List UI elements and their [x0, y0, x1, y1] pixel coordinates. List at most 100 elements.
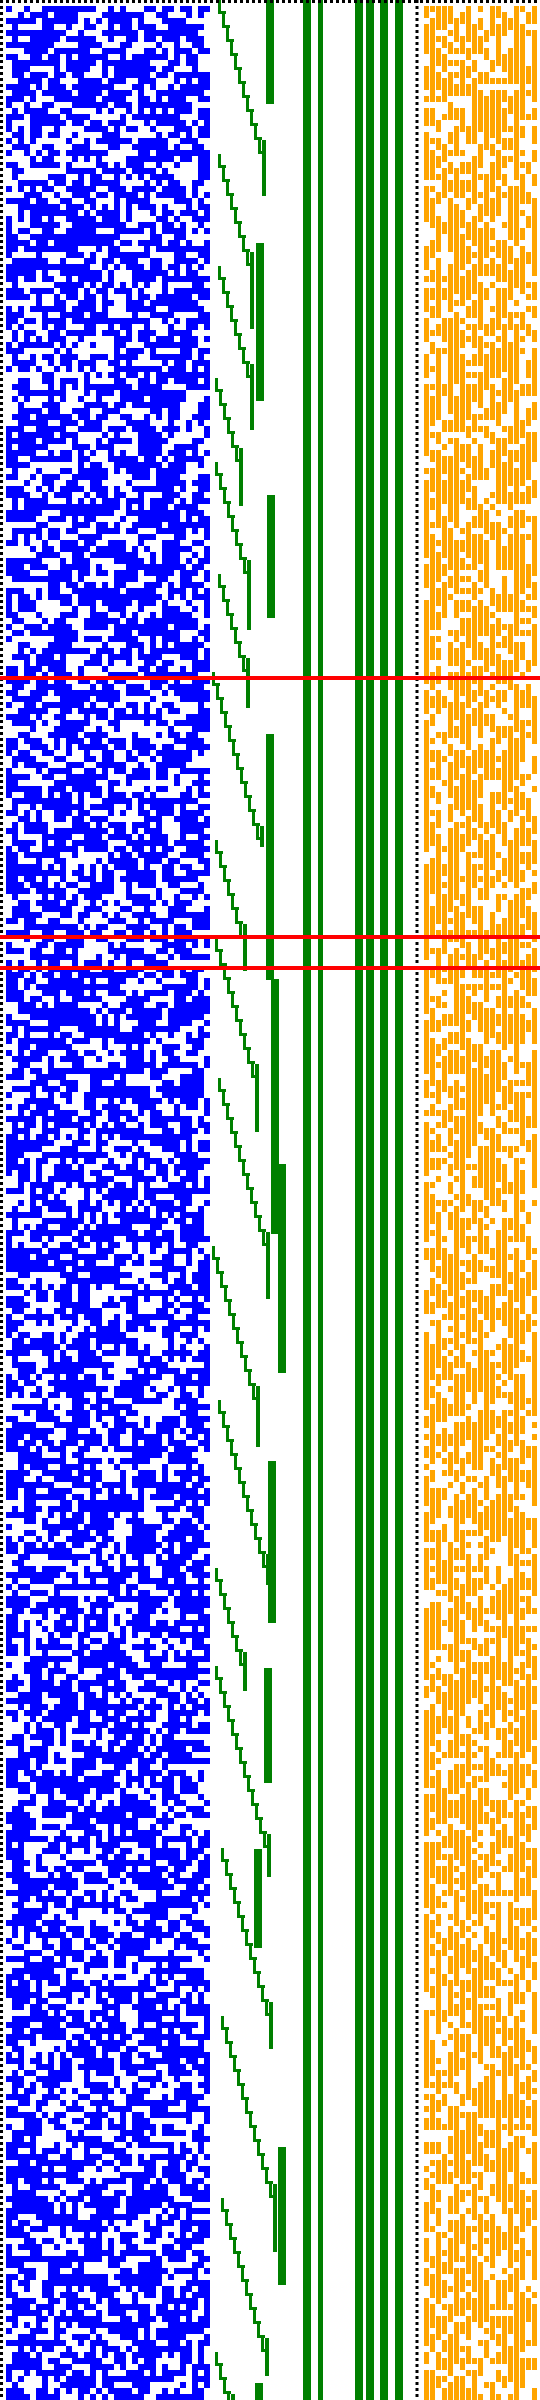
noise-cell — [174, 1170, 180, 1176]
noise-cell — [162, 138, 168, 144]
noise-cell — [90, 792, 96, 798]
noise-cell — [60, 1440, 66, 1446]
noise-cell — [156, 12, 162, 18]
noise-cell — [204, 402, 210, 408]
noise-cell — [132, 744, 138, 750]
noise-cell — [6, 1266, 12, 1272]
noise-cell — [174, 1566, 180, 1572]
noise-cell — [96, 1056, 102, 1062]
noise-cell — [204, 696, 210, 702]
noise-cell — [24, 498, 30, 504]
noise-cell — [174, 264, 180, 270]
noise-cell — [18, 402, 24, 408]
noise-cell — [18, 1230, 24, 1236]
noise-cell — [90, 1158, 96, 1164]
noise-cell — [174, 1572, 180, 1578]
noise-cell — [180, 498, 186, 504]
noise-cell — [90, 780, 96, 786]
noise-cell — [132, 1176, 144, 1182]
noise-cell — [138, 1068, 144, 1074]
noise-cell — [198, 480, 204, 486]
noise-cell — [30, 156, 36, 162]
noise-cell — [198, 168, 204, 174]
noise-cell — [120, 12, 126, 18]
noise-cell — [174, 1308, 180, 1314]
noise-cell — [18, 1242, 24, 1248]
noise-cell — [72, 1158, 78, 1164]
noise-cell — [162, 1560, 168, 1566]
noise-cell — [30, 918, 36, 924]
noise-cell — [186, 720, 192, 726]
noise-cell — [72, 726, 78, 732]
noise-cell — [108, 1518, 114, 1524]
noise-cell — [180, 1086, 192, 1092]
noise-cell — [204, 162, 210, 168]
noise-cell — [204, 996, 210, 1002]
noise-cell — [126, 1494, 132, 1500]
noise-cell — [30, 360, 36, 366]
noise-cell — [18, 1152, 24, 1158]
noise-cell — [84, 6, 90, 12]
noise-cell — [54, 948, 60, 954]
noise-cell — [192, 1548, 198, 1554]
noise-cell — [144, 444, 156, 450]
noise-cell — [12, 54, 18, 60]
noise-cell — [126, 42, 132, 48]
noise-cell — [90, 186, 96, 192]
noise-cell — [144, 378, 150, 384]
noise-cell — [78, 1554, 84, 1560]
noise-cell — [192, 1572, 198, 1578]
noise-cell — [150, 858, 162, 864]
noise-cell — [12, 174, 18, 180]
noise-cell — [192, 228, 198, 234]
noise-cell — [60, 768, 72, 774]
noise-cell — [48, 1428, 54, 1434]
noise-cell — [126, 600, 132, 606]
noise-cell — [162, 1536, 168, 1542]
noise-cell — [48, 1062, 54, 1068]
noise-cell — [42, 1494, 48, 1500]
noise-cell — [48, 630, 54, 636]
noise-cell — [78, 60, 90, 66]
noise-cell — [90, 1122, 96, 1128]
noise-cell — [42, 1440, 54, 1446]
noise-cell — [192, 732, 198, 738]
noise-cell — [162, 660, 174, 666]
noise-cell — [156, 798, 162, 804]
noise-cell — [102, 318, 108, 324]
noise-cell — [12, 822, 18, 828]
noise-cell — [144, 150, 150, 156]
noise-cell — [144, 1164, 150, 1170]
noise-cell — [162, 1506, 174, 1512]
noise-cell — [198, 114, 204, 120]
noise-cell — [78, 690, 90, 696]
noise-cell — [204, 72, 210, 78]
noise-cell — [12, 1278, 18, 1284]
noise-cell — [132, 1464, 138, 1470]
noise-cell — [150, 828, 162, 834]
noise-cell — [150, 264, 156, 270]
noise-cell — [30, 840, 36, 846]
noise-cell — [198, 348, 204, 354]
noise-cell — [102, 1026, 108, 1032]
noise-cell — [120, 120, 126, 126]
noise-cell — [138, 1134, 144, 1140]
noise-cell — [36, 1314, 42, 1320]
noise-cell — [144, 1422, 150, 1428]
noise-cell — [180, 1008, 186, 1014]
noise-cell — [144, 1194, 150, 1200]
noise-cell — [30, 1098, 42, 1104]
noise-cell — [84, 1380, 90, 1386]
noise-cell — [60, 894, 66, 900]
noise-cell — [126, 228, 132, 234]
noise-cell — [30, 876, 36, 882]
noise-cell — [18, 1176, 24, 1182]
noise-cell — [138, 822, 150, 828]
noise-cell — [156, 948, 168, 954]
noise-cell — [204, 1128, 210, 1134]
noise-cell — [18, 1068, 24, 1074]
noise-cell — [132, 894, 138, 900]
noise-cell — [78, 1296, 84, 1302]
noise-cell — [84, 1158, 90, 1164]
noise-cell — [96, 1188, 102, 1194]
